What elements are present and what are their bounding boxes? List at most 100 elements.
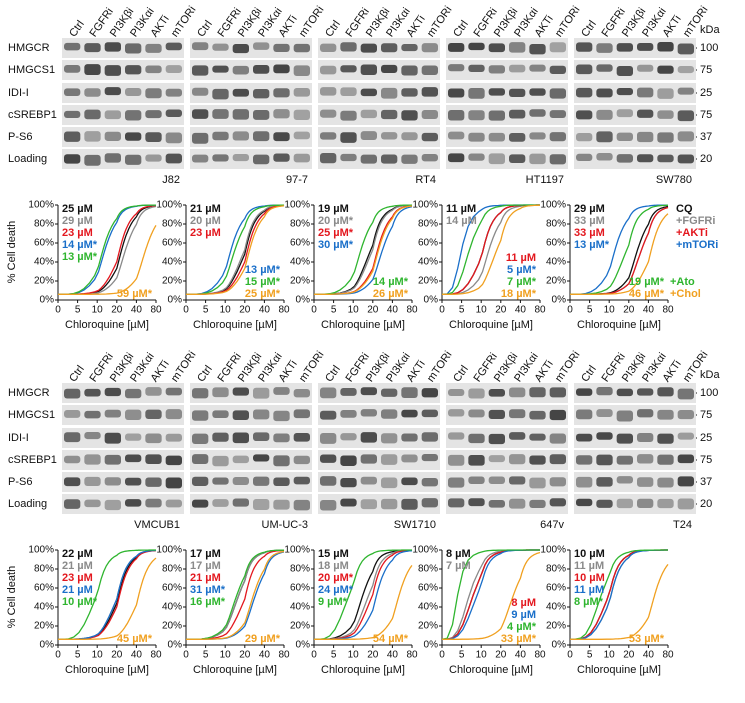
blot-band [253, 154, 270, 165]
y-tick-label: 60% [162, 583, 182, 594]
blot-band [64, 409, 81, 418]
blot-band [340, 498, 357, 507]
ic50-label: 31 µM* [190, 584, 226, 596]
ic50-label: 15 µM [318, 548, 349, 560]
x-tick-label: 80 [534, 305, 546, 316]
blot-band [340, 387, 357, 396]
blot-band [616, 132, 633, 141]
blot-band [657, 42, 674, 52]
blot-band [657, 454, 674, 465]
x-axis-label: Chloroquine [µM] [193, 319, 277, 331]
ic50-label: 59 µM* [117, 288, 153, 300]
blot-band [529, 132, 546, 140]
blot-band [468, 87, 485, 99]
blot-band [360, 154, 377, 164]
x-axis-label: Chloroquine [µM] [577, 319, 661, 331]
blot-band [64, 131, 81, 142]
blot-band [637, 42, 654, 51]
blot-band [84, 410, 101, 419]
kda-marker: 25 [700, 87, 712, 99]
blot-band [293, 455, 310, 465]
blot-band [677, 498, 694, 510]
x-tick-label: 0 [183, 650, 189, 661]
blot-band [273, 499, 290, 510]
blot-band [125, 454, 142, 463]
blot-row-label: HMGCS1 [8, 64, 55, 76]
ic50-label: 45 µM* [117, 633, 153, 645]
blot-band [104, 65, 121, 76]
blot-band [165, 42, 182, 51]
kda-marker: 75 [700, 64, 712, 76]
blot-band [509, 154, 526, 163]
x-axis-label: Chloroquine [µM] [321, 319, 405, 331]
y-tick-label: 80% [162, 564, 182, 575]
dose-curve [58, 549, 157, 640]
blot-band [616, 43, 633, 52]
blot-band [529, 433, 546, 441]
blot-band [421, 388, 438, 398]
blot-band [529, 109, 546, 117]
blot-band [509, 387, 526, 398]
blot-band [468, 42, 485, 51]
blot-band [488, 153, 505, 165]
blot-band [340, 65, 357, 73]
y-tick-label: 20% [34, 621, 54, 632]
cell-line: 97-7 [286, 174, 308, 186]
blot-band [509, 109, 526, 119]
blot-band [360, 43, 377, 53]
blot-band [320, 499, 337, 511]
blot-strip [318, 428, 440, 448]
blot-band [381, 433, 398, 444]
blot-band [421, 432, 438, 442]
legend-entry: +AKTi [676, 227, 708, 239]
blot-band [488, 65, 505, 74]
blot-band [421, 109, 438, 120]
blot-band [596, 88, 613, 98]
blot-band [293, 476, 310, 485]
y-tick-label: 60% [418, 583, 438, 594]
y-tick-label: 40% [418, 602, 438, 613]
blot-band [125, 88, 142, 97]
blot-band [192, 410, 209, 421]
blot-band [596, 387, 613, 396]
x-tick-label: 80 [150, 650, 162, 661]
dose-curve [314, 564, 413, 640]
blot-row-label: P-S6 [8, 476, 32, 488]
y-tick-label: 60% [546, 238, 566, 249]
x-tick-label: 80 [278, 650, 290, 661]
blot-band [448, 498, 465, 508]
blot-band [84, 499, 101, 508]
cell-line: 647v [540, 519, 564, 531]
blot-band [549, 88, 566, 99]
blot-band [468, 455, 485, 466]
dose-curve [58, 557, 157, 640]
ic50-label: 23 µM [62, 572, 93, 584]
blot-row-label: IDI-I [8, 432, 29, 444]
blot-band [468, 409, 485, 418]
x-tick-label: 10 [604, 650, 616, 661]
blot-band [529, 43, 546, 55]
blot-band [232, 455, 249, 464]
y-tick-label: 80% [418, 219, 438, 230]
blot-band [421, 409, 438, 418]
blot-band [549, 110, 566, 119]
blot-band [320, 153, 337, 164]
x-axis-label: Chloroquine [µM] [577, 664, 661, 676]
dose-curve [314, 204, 412, 295]
y-tick-label: 40% [34, 602, 54, 613]
blot-band [448, 131, 465, 140]
blot-band [212, 43, 229, 51]
blot-band [677, 476, 694, 487]
ic50-label: 19 µM* [629, 276, 665, 288]
kda-marker: 100 [700, 387, 718, 399]
y-tick-label: 20% [418, 276, 438, 287]
blot-band [488, 499, 505, 508]
blot-band [637, 454, 654, 464]
lane-label: mTORi [297, 4, 327, 39]
dose-curve [570, 213, 669, 295]
blot-row-label: IDI-I [8, 87, 29, 99]
blot-band [448, 43, 465, 52]
blot-band [253, 42, 270, 50]
kda-header: kDa [700, 24, 720, 36]
blot-band [448, 409, 465, 417]
